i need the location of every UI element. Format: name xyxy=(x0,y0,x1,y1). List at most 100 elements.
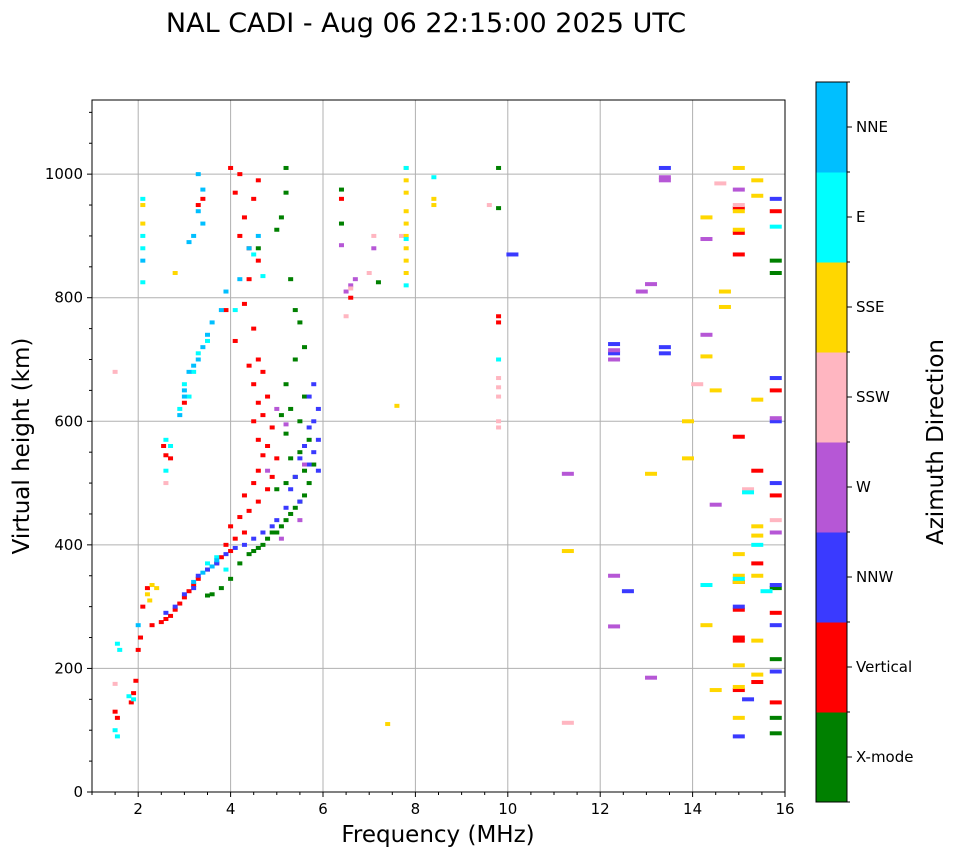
series-vertical xyxy=(112,165,782,720)
echo-point xyxy=(232,338,238,343)
echo-point xyxy=(645,675,658,680)
echo-point xyxy=(403,246,409,251)
echo-point xyxy=(751,178,764,183)
echo-point xyxy=(269,474,275,479)
y-tick-label: 200 xyxy=(54,659,83,677)
echo-point xyxy=(496,357,502,362)
echo-point xyxy=(608,624,621,629)
echo-point xyxy=(751,638,764,643)
echo-point xyxy=(191,233,197,238)
echo-point xyxy=(260,542,266,547)
echo-point xyxy=(403,283,409,288)
echo-point xyxy=(161,444,167,448)
echo-point xyxy=(205,567,210,572)
echo-point xyxy=(260,530,266,535)
x-tick-label: 14 xyxy=(683,800,702,818)
echo-point xyxy=(769,271,782,275)
echo-point xyxy=(181,394,187,399)
echo-point xyxy=(265,444,271,448)
echo-point xyxy=(278,215,284,220)
echo-point xyxy=(241,215,247,220)
colorbar: X-mode Vertical NNW W SSW SSE E NNE xyxy=(815,81,913,803)
echo-point xyxy=(700,623,713,628)
echo-point xyxy=(232,536,238,541)
echo-point xyxy=(205,338,210,343)
echo-point xyxy=(241,493,247,498)
echo-point xyxy=(292,308,298,313)
echo-point xyxy=(191,369,197,374)
echo-point xyxy=(241,301,247,306)
echo-point xyxy=(343,289,349,294)
echo-point xyxy=(195,576,201,581)
echo-point xyxy=(769,610,782,615)
echo-point xyxy=(228,549,234,554)
echo-point xyxy=(163,610,169,615)
echo-point xyxy=(658,165,671,170)
echo-point xyxy=(751,573,764,578)
echo-point xyxy=(700,332,713,337)
echo-point xyxy=(732,165,745,170)
echo-point xyxy=(608,342,621,347)
echo-point xyxy=(769,657,782,662)
echo-point xyxy=(608,573,621,578)
echo-point xyxy=(228,165,234,170)
echo-point xyxy=(140,258,146,263)
echo-point xyxy=(496,314,502,319)
echo-point xyxy=(403,178,409,183)
echo-point xyxy=(205,561,210,566)
colorbar-tick-label: SSW xyxy=(856,388,890,406)
colorbar-segment xyxy=(816,442,847,533)
echo-point xyxy=(769,493,782,498)
echo-point xyxy=(251,382,257,387)
echo-point xyxy=(228,524,234,529)
echo-points xyxy=(112,165,782,739)
echo-point xyxy=(200,196,206,201)
echo-point xyxy=(769,376,782,381)
echo-point xyxy=(306,481,312,486)
echo-point xyxy=(769,224,782,229)
echo-point xyxy=(297,450,303,455)
echo-point xyxy=(608,351,621,356)
echo-point xyxy=(274,227,280,232)
echo-point xyxy=(237,172,243,177)
echo-point xyxy=(732,715,745,720)
echo-point xyxy=(292,474,298,479)
colorbar-segment xyxy=(816,532,847,623)
echo-point xyxy=(561,471,574,476)
colorbar-tick-label: NNW xyxy=(856,568,893,586)
echo-point xyxy=(732,635,745,640)
echo-point xyxy=(163,453,169,458)
echo-point xyxy=(751,680,764,685)
y-tick-label: 800 xyxy=(54,289,83,307)
echo-point xyxy=(732,638,745,643)
chart-title: NAL CADI - Aug 06 22:15:00 2025 UTC xyxy=(166,8,686,39)
echo-point xyxy=(255,178,261,183)
echo-point xyxy=(371,233,377,238)
echo-point xyxy=(209,592,215,597)
echo-point xyxy=(209,320,215,325)
echo-point xyxy=(769,388,782,393)
echo-point xyxy=(658,351,671,356)
echo-point xyxy=(658,175,671,180)
echo-point xyxy=(154,586,160,591)
echo-point xyxy=(732,576,745,581)
echo-point xyxy=(191,586,197,591)
echo-point xyxy=(283,518,289,523)
echo-point xyxy=(681,456,694,461)
echo-point xyxy=(181,388,187,393)
echo-point xyxy=(133,678,139,683)
echo-point xyxy=(348,286,354,291)
echo-point xyxy=(117,647,123,652)
echo-point xyxy=(403,209,409,214)
echo-point xyxy=(769,196,782,201)
grid-lines xyxy=(92,100,785,792)
echo-point xyxy=(205,593,210,598)
echo-point xyxy=(403,258,409,263)
echo-point xyxy=(177,406,183,411)
echo-point xyxy=(288,487,294,492)
echo-point xyxy=(431,196,437,201)
echo-point xyxy=(769,669,782,674)
echo-point xyxy=(140,233,146,238)
echo-point xyxy=(283,422,289,427)
